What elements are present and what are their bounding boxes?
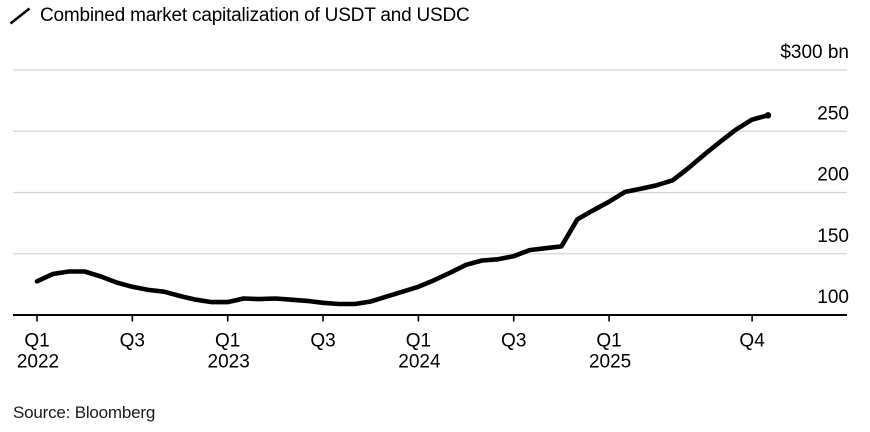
x-axis-label-quarter: Q3: [501, 331, 526, 352]
chart-title: Combined market capitalization of USDT a…: [40, 5, 470, 26]
series-line: [34, 113, 771, 307]
x-axis-label-year: 2024: [398, 352, 441, 373]
y-axis-label: $300 bn: [780, 42, 849, 63]
series-end-dot: [764, 112, 772, 119]
y-axis-label: 250: [817, 103, 849, 124]
x-axis-label-quarter: Q3: [120, 331, 145, 352]
x-axis-label-quarter: Q4: [739, 331, 765, 352]
x-axis-label-year: 2025: [589, 352, 631, 373]
x-axis-label-quarter: Q1: [24, 331, 49, 352]
line-slash-icon: [9, 7, 31, 25]
y-axis-label: 150: [817, 226, 849, 247]
y-axis-label: 200: [817, 165, 849, 186]
x-axis-label-quarter: Q1: [596, 331, 621, 352]
x-axis-label-year: 2022: [17, 352, 59, 373]
x-axis-label-quarter: Q1: [406, 331, 431, 352]
x-axis-label-quarter: Q1: [215, 331, 240, 352]
y-axis-label: 100: [817, 287, 849, 308]
legend: Combined market capitalization of USDT a…: [9, 5, 470, 27]
x-axis-label-quarter: Q3: [310, 331, 335, 352]
source-note: Source: Bloomberg: [13, 403, 156, 422]
x-axis-label-year: 2023: [208, 352, 250, 373]
